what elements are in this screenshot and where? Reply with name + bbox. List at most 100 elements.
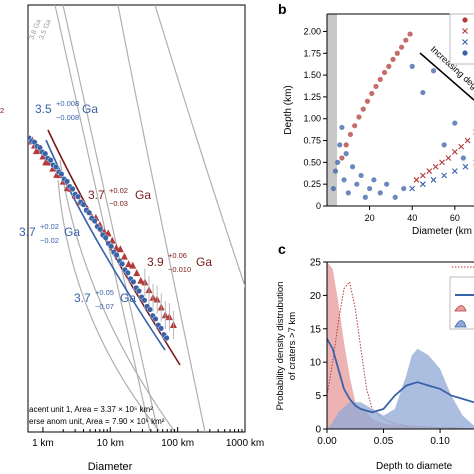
cross-stroke <box>462 39 468 45</box>
point-circle <box>146 306 153 313</box>
point-circle <box>141 297 148 304</box>
svg-text:−0.03: −0.03 <box>109 199 128 208</box>
point-circle <box>354 181 360 187</box>
point-circle <box>86 209 93 216</box>
point-cross <box>432 163 439 170</box>
panel-c-distributions <box>327 262 474 429</box>
legend-cross <box>462 39 468 45</box>
point-circle <box>371 177 377 183</box>
point-cross <box>451 168 458 174</box>
cross-stroke <box>413 176 420 183</box>
panel-c-y-axis-label-line-2: of craters >7 km <box>287 312 298 380</box>
point-circle <box>75 193 82 200</box>
svg-text:Ga: Ga <box>82 102 98 116</box>
panel-c: c 0 5 10 15 20 25 0.00 0.05 0.10 Probability den… <box>275 241 474 472</box>
point-circle <box>341 177 347 183</box>
point-circle <box>407 31 413 37</box>
point-circle <box>345 190 351 196</box>
point-circle <box>152 315 159 322</box>
point-triangle <box>39 152 47 160</box>
point-circle <box>441 142 447 148</box>
y-tick-label: 1.75 <box>303 48 321 58</box>
y-tick-label: 15 <box>310 324 322 335</box>
point-circle <box>347 131 354 138</box>
point-cross <box>413 176 420 183</box>
point-circle <box>401 185 407 192</box>
cross-stroke <box>451 149 458 155</box>
y-tick-label: 0.50 <box>303 157 321 167</box>
point-circle <box>332 168 339 174</box>
svg-text:+0.05: +0.05 <box>95 288 114 297</box>
y-tick-label: 0 <box>316 201 321 211</box>
panel-b-y-axis-label: Depth (km) <box>283 85 294 134</box>
point-circle <box>452 120 458 126</box>
point-cross <box>451 149 458 155</box>
point-circle <box>339 155 345 161</box>
x-tick-label: 0.00 <box>317 436 337 447</box>
cross-stroke <box>445 155 452 161</box>
point-circle <box>390 56 396 62</box>
point-cross <box>430 176 437 183</box>
point-circle <box>384 181 390 187</box>
point-circle <box>52 163 59 170</box>
x-tick-label: 40 <box>407 213 417 223</box>
point-cross <box>426 168 433 174</box>
svg-text:−0.02: −0.02 <box>40 236 59 245</box>
point-circle <box>330 185 336 192</box>
svg-text:+0.008: +0.008 <box>56 99 79 108</box>
point-circle <box>386 63 392 69</box>
cross-stroke <box>426 168 433 174</box>
y-tick-label: 20 <box>310 291 322 302</box>
legend-circle <box>462 50 468 56</box>
cross-stroke <box>458 143 465 150</box>
svg-text:3.9: 3.9 <box>147 255 164 269</box>
x-tick-label: 0.10 <box>430 436 450 447</box>
fit-curve-blue <box>45 139 166 351</box>
cross-stroke <box>462 28 468 34</box>
isochron-lower-1 <box>59 159 176 432</box>
point-circle <box>97 226 104 233</box>
point-circle <box>102 234 109 241</box>
point-circle <box>58 171 65 178</box>
svg-text:2: 2 <box>0 106 4 115</box>
svg-text:3.7: 3.7 <box>88 188 105 202</box>
cross-stroke <box>441 172 448 179</box>
age-annotation-1: 3.5 +0.008 −0.008 Ga <box>35 99 98 122</box>
point-circle <box>135 288 142 295</box>
point-circle <box>91 217 98 224</box>
legend-entry-2: erse anom unit, Area = 7.90 × 10⁵ km² <box>29 417 165 426</box>
legend-red-fill <box>454 305 467 312</box>
point-circle <box>42 150 49 157</box>
point-triangle <box>137 276 145 284</box>
point-circle <box>420 89 426 96</box>
point-circle <box>403 37 409 43</box>
point-circle <box>394 50 400 56</box>
point-cross <box>464 137 471 144</box>
point-circle <box>47 157 54 164</box>
legend-cross <box>462 28 468 34</box>
panel-a-x-axis-label: Diameter <box>88 461 133 473</box>
point-triangle <box>116 245 124 253</box>
age-annotation-5: 3.7 +0.02 −0.02 Ga <box>19 222 80 245</box>
svg-text:Ga: Ga <box>64 225 80 239</box>
point-cross <box>419 181 426 188</box>
legend-box <box>449 13 474 65</box>
svg-text:Ga: Ga <box>120 291 136 305</box>
panel-c-legend <box>449 266 474 330</box>
point-circle <box>358 172 364 179</box>
point-triangle <box>129 261 137 269</box>
point-cross <box>409 185 416 192</box>
y-tick-label: 0.25 <box>303 179 321 189</box>
point-circle <box>124 269 131 276</box>
density-red-dotted <box>327 280 474 429</box>
y-tick-label: 5 <box>315 391 321 402</box>
y-tick-label: 0 <box>315 425 321 436</box>
point-circle <box>108 243 115 250</box>
point-circle <box>364 98 371 104</box>
point-circle <box>343 151 349 157</box>
panel-a-frame <box>27 4 246 433</box>
svg-text:+0.02: +0.02 <box>109 186 128 195</box>
panel-b-trend-arrow <box>419 52 474 101</box>
panel-b-points <box>330 31 474 200</box>
